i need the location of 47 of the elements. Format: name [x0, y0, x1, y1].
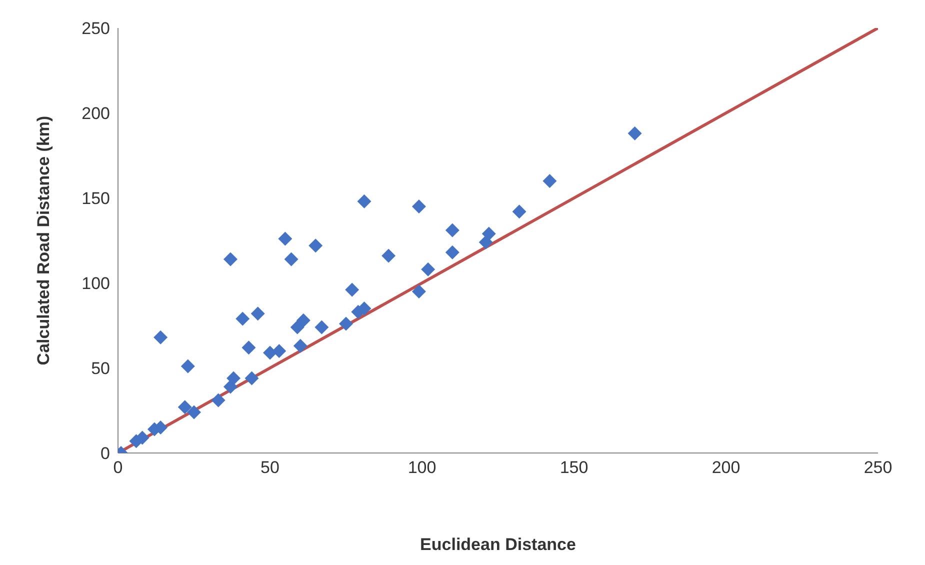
- point: [187, 405, 201, 420]
- y-tick-label: 50: [91, 359, 110, 378]
- point: [236, 312, 250, 326]
- point: [278, 232, 292, 246]
- point: [244, 371, 259, 386]
- point: [308, 238, 323, 253]
- point: [628, 126, 642, 140]
- point: [445, 223, 460, 238]
- point: [290, 320, 304, 334]
- point: [445, 245, 460, 260]
- y-tick-label: 0: [100, 444, 110, 464]
- point: [345, 282, 360, 297]
- point: [154, 330, 168, 344]
- point: [293, 338, 308, 353]
- point: [412, 284, 426, 298]
- y-tick-label: 200: [82, 104, 110, 124]
- y-tick-label: 150: [82, 189, 110, 208]
- point: [412, 200, 426, 214]
- point: [382, 248, 396, 263]
- point: [180, 359, 195, 374]
- point: [421, 262, 436, 276]
- point: [263, 346, 277, 360]
- point: [512, 204, 526, 219]
- point: [250, 306, 265, 321]
- point: [223, 252, 238, 266]
- x-tick-label: 0: [113, 458, 123, 478]
- point: [211, 393, 226, 408]
- x-tick-label: 50: [260, 458, 280, 478]
- y-axis-title: Calculated Road Distance (km): [34, 116, 54, 366]
- x-tick-label: 100: [408, 458, 436, 478]
- point: [242, 340, 256, 355]
- point: [284, 252, 298, 266]
- point: [357, 194, 372, 208]
- point: [178, 400, 192, 414]
- x-tick-label: 200: [712, 458, 740, 478]
- point: [314, 320, 329, 334]
- point: [482, 226, 496, 241]
- x-axis-title: Euclidean Distance: [420, 535, 576, 554]
- point: [226, 371, 241, 386]
- y-tick-label: 250: [82, 19, 110, 38]
- point: [339, 316, 353, 331]
- x-tick-label: 150: [560, 458, 588, 478]
- point: [272, 344, 286, 358]
- point: [296, 313, 310, 328]
- x-tick-label: 250: [864, 458, 892, 478]
- point: [542, 174, 557, 188]
- y-tick-label: 100: [82, 274, 110, 294]
